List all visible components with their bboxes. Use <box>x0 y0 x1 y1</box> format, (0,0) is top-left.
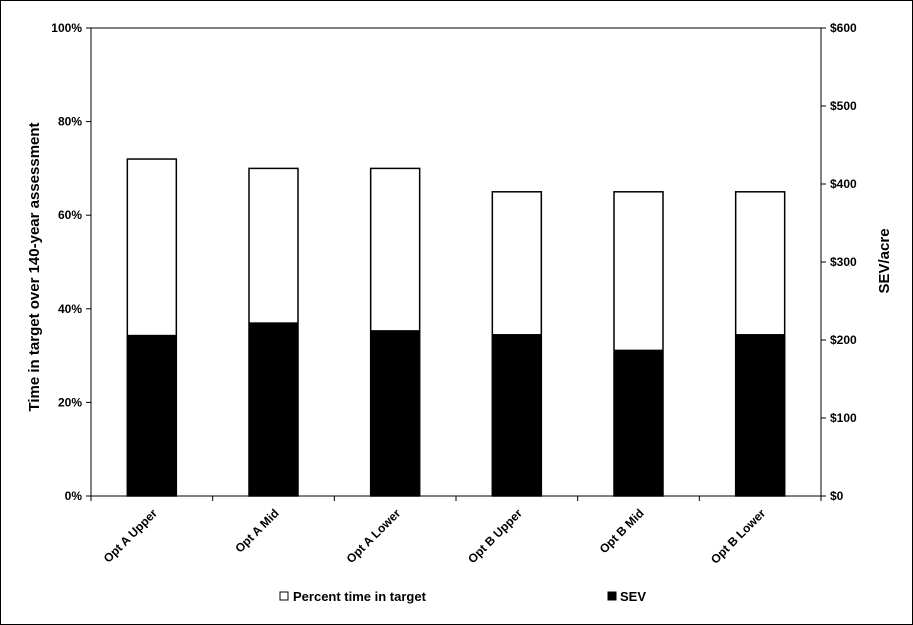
legend-label-percent-time: Percent time in target <box>293 589 427 604</box>
legend: Percent time in target SEV <box>279 589 646 604</box>
left-axis: 0% 20% 40% 60% 80% 100% <box>51 21 91 503</box>
left-tick-label: 0% <box>65 489 83 503</box>
x-tick-label: Opt B Mid <box>597 506 647 556</box>
legend-swatch-sev <box>607 591 617 601</box>
right-tick-label: $300 <box>830 255 857 269</box>
left-tick-label: 100% <box>51 21 82 35</box>
x-tick-label: Opt B Lower <box>708 506 769 567</box>
x-axis: Opt A Upper Opt A Mid Opt A Lower Opt B Upp… <box>90 496 822 567</box>
y2-axis-title: SEV/acre <box>876 228 893 293</box>
bar-sev <box>613 349 664 497</box>
bar-sev <box>735 334 786 497</box>
x-tick-label: Opt A Lower <box>344 506 404 566</box>
left-tick-label: 40% <box>58 302 82 316</box>
bars <box>126 158 786 497</box>
x-tick-label: Opt B Upper <box>465 506 525 566</box>
bar-sev <box>248 322 299 497</box>
right-tick-label: $200 <box>830 333 857 347</box>
right-tick-label: $0 <box>830 489 844 503</box>
legend-swatch-percent-time <box>279 591 289 601</box>
right-tick-label: $400 <box>830 177 857 191</box>
plot-area <box>90 27 822 497</box>
left-tick-label: 20% <box>58 395 82 409</box>
right-tick-label: $600 <box>830 21 857 35</box>
right-axis: $0 $100 $200 $300 $400 $500 $600 <box>821 21 857 503</box>
y-axis-title: Time in target over 140-year assessment <box>26 122 43 411</box>
right-tick-label: $100 <box>830 411 857 425</box>
x-tick-label: Opt A Mid <box>232 506 281 555</box>
bar-sev <box>491 334 542 497</box>
legend-label-sev: SEV <box>620 589 646 604</box>
left-tick-label: 80% <box>58 115 82 129</box>
bar-sev <box>370 330 421 497</box>
left-tick-label: 60% <box>58 208 82 222</box>
bar-sev <box>126 334 177 497</box>
x-tick-label: Opt A Upper <box>101 506 160 565</box>
right-tick-label: $500 <box>830 99 857 113</box>
